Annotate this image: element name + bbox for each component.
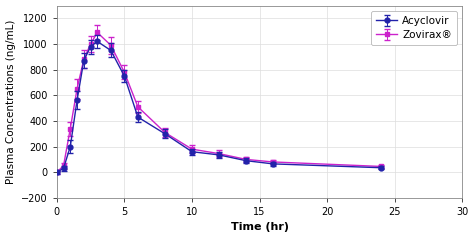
X-axis label: Time (hr): Time (hr) (230, 223, 289, 233)
Legend: Acyclovir, Zovirax®: Acyclovir, Zovirax® (371, 11, 457, 45)
Y-axis label: Plasma Concentrations (ng/mL): Plasma Concentrations (ng/mL) (6, 20, 16, 184)
